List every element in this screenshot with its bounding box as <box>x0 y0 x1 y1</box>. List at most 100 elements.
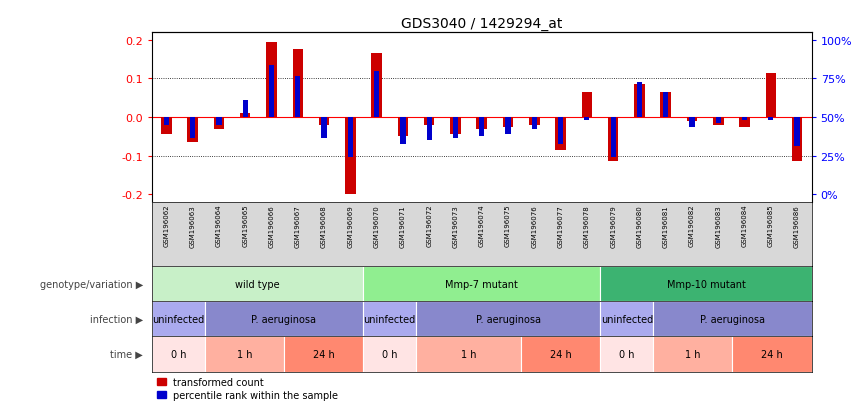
Title: GDS3040 / 1429294_at: GDS3040 / 1429294_at <box>401 17 562 31</box>
Bar <box>477 118 487 129</box>
Text: GSM196083: GSM196083 <box>715 204 721 247</box>
Text: GSM196070: GSM196070 <box>373 204 379 247</box>
Bar <box>766 74 776 118</box>
Bar <box>654 301 812 337</box>
Bar <box>635 85 645 118</box>
Bar <box>374 71 379 118</box>
Text: uninfected: uninfected <box>601 314 653 324</box>
Bar <box>610 118 615 158</box>
Text: GSM196082: GSM196082 <box>689 204 695 247</box>
Bar <box>687 118 697 121</box>
Bar <box>321 118 326 139</box>
Bar <box>601 337 654 372</box>
Bar <box>529 118 540 126</box>
Bar <box>152 266 363 301</box>
Bar <box>654 337 733 372</box>
Text: GSM196084: GSM196084 <box>741 204 747 247</box>
Text: GSM196063: GSM196063 <box>189 204 195 247</box>
Bar <box>187 118 198 143</box>
Bar <box>532 118 537 129</box>
Bar <box>713 118 724 126</box>
Text: GSM196085: GSM196085 <box>768 204 774 247</box>
Bar <box>269 66 274 118</box>
Bar <box>794 118 799 147</box>
Bar <box>424 118 434 126</box>
Bar <box>503 118 513 127</box>
Bar <box>266 43 277 118</box>
Bar <box>505 118 510 135</box>
Text: GSM196074: GSM196074 <box>479 204 484 247</box>
Bar <box>348 118 353 158</box>
Bar <box>522 337 601 372</box>
Bar <box>205 301 363 337</box>
Bar <box>416 337 522 372</box>
Legend: transformed count, percentile rank within the sample: transformed count, percentile rank withi… <box>157 377 339 400</box>
Text: 1 h: 1 h <box>685 349 700 359</box>
Text: GSM196064: GSM196064 <box>216 204 222 247</box>
Bar <box>214 118 224 129</box>
Text: genotype/variation ▶: genotype/variation ▶ <box>40 279 143 289</box>
Bar <box>558 118 563 145</box>
Bar <box>740 118 750 127</box>
Bar <box>190 118 195 139</box>
Bar <box>152 301 205 337</box>
Bar <box>295 77 300 118</box>
Bar <box>319 118 329 126</box>
Text: 0 h: 0 h <box>619 349 635 359</box>
Bar <box>479 118 484 137</box>
Bar <box>345 118 356 195</box>
Bar <box>216 118 221 126</box>
Text: 24 h: 24 h <box>550 349 572 359</box>
Bar <box>426 118 431 141</box>
Text: GSM196079: GSM196079 <box>610 204 616 247</box>
Bar <box>608 118 618 162</box>
Bar <box>663 93 668 118</box>
Text: GSM196076: GSM196076 <box>531 204 537 247</box>
Text: 0 h: 0 h <box>382 349 398 359</box>
Text: GSM196078: GSM196078 <box>584 204 590 247</box>
Text: GSM196072: GSM196072 <box>426 204 432 247</box>
Bar <box>453 118 458 139</box>
Bar <box>584 118 589 121</box>
Text: GSM196062: GSM196062 <box>163 204 169 247</box>
Bar <box>450 118 461 135</box>
Bar <box>240 114 251 118</box>
Bar <box>742 118 747 121</box>
Text: uninfected: uninfected <box>364 314 416 324</box>
Bar <box>416 301 601 337</box>
Text: GSM196080: GSM196080 <box>636 204 642 247</box>
Text: GSM196067: GSM196067 <box>295 204 301 247</box>
Bar <box>582 93 592 118</box>
Bar <box>556 118 566 150</box>
Text: Mmp-10 mutant: Mmp-10 mutant <box>667 279 746 289</box>
Bar <box>601 301 654 337</box>
Text: P. aeruginosa: P. aeruginosa <box>476 314 541 324</box>
Text: GSM196075: GSM196075 <box>505 204 511 247</box>
Text: 0 h: 0 h <box>170 349 186 359</box>
Bar <box>363 301 416 337</box>
Text: GSM196073: GSM196073 <box>452 204 458 247</box>
Text: wild type: wild type <box>235 279 279 289</box>
Bar <box>661 93 671 118</box>
Text: 1 h: 1 h <box>461 349 477 359</box>
Text: infection ▶: infection ▶ <box>90 314 143 324</box>
Text: 1 h: 1 h <box>236 349 252 359</box>
Text: P. aeruginosa: P. aeruginosa <box>700 314 765 324</box>
Bar <box>205 337 284 372</box>
Bar <box>398 118 408 137</box>
Text: GSM196081: GSM196081 <box>662 204 668 247</box>
Bar <box>284 337 363 372</box>
Text: P. aeruginosa: P. aeruginosa <box>252 314 316 324</box>
Bar <box>161 118 172 135</box>
Text: GSM196077: GSM196077 <box>557 204 563 247</box>
Text: GSM196071: GSM196071 <box>400 204 406 247</box>
Bar <box>363 337 416 372</box>
Bar <box>792 118 802 162</box>
Text: GSM196069: GSM196069 <box>347 204 353 247</box>
Text: GSM196086: GSM196086 <box>794 204 800 247</box>
Bar <box>372 54 382 118</box>
Text: Mmp-7 mutant: Mmp-7 mutant <box>445 279 518 289</box>
Text: GSM196065: GSM196065 <box>242 204 248 247</box>
Text: uninfected: uninfected <box>152 314 204 324</box>
Bar <box>689 118 694 127</box>
